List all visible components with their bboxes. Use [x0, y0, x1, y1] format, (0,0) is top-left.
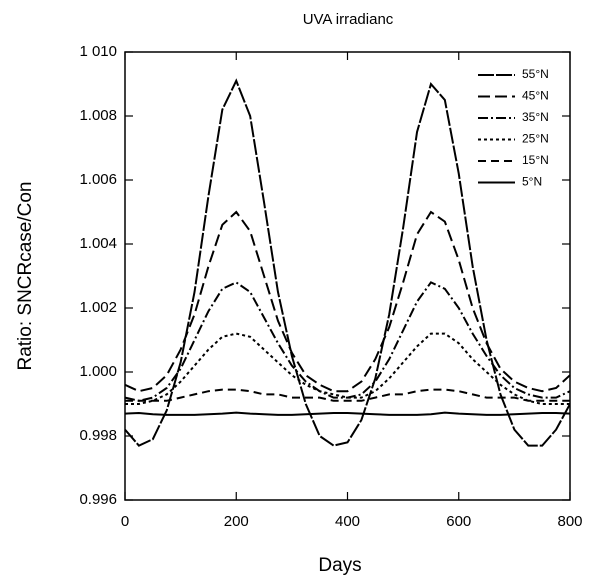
- legend-label: 15°N: [522, 153, 549, 167]
- x-tick-label: 600: [446, 513, 471, 530]
- series-line: [125, 332, 570, 405]
- series-line: [125, 388, 570, 402]
- plot-frame: [124, 51, 571, 501]
- y-tick-label: 0.996: [79, 491, 117, 508]
- y-tick-label: 1.008: [79, 107, 117, 124]
- legend-label: 35°N: [522, 110, 549, 124]
- y-tick-label: 1.002: [79, 299, 117, 316]
- y-tick-label: 1.004: [79, 235, 117, 252]
- x-tick-label: 0: [121, 513, 129, 530]
- y-axis-label: Ratio: SNCRcase/Con: [15, 181, 36, 370]
- chart-title: UVA irradianc: [303, 11, 394, 28]
- legend-label: 55°N: [522, 67, 549, 81]
- legend-label: 25°N: [522, 132, 549, 146]
- series-line: [124, 210, 571, 393]
- y-tick-label: 0.998: [79, 427, 117, 444]
- x-tick-label: 400: [335, 513, 360, 530]
- y-tick-label: 1.000: [79, 363, 117, 380]
- legend-label: 45°N: [522, 89, 549, 103]
- x-tick-label: 800: [557, 513, 582, 530]
- y-tick-label: 1 010: [79, 43, 117, 60]
- legend-label: 5°N: [522, 175, 542, 189]
- series-line: [124, 78, 571, 447]
- x-tick-label: 200: [224, 513, 249, 530]
- y-tick-label: 1.006: [79, 171, 117, 188]
- series-line: [124, 411, 571, 416]
- series-line: [124, 281, 571, 402]
- x-axis-label: Days: [318, 555, 361, 576]
